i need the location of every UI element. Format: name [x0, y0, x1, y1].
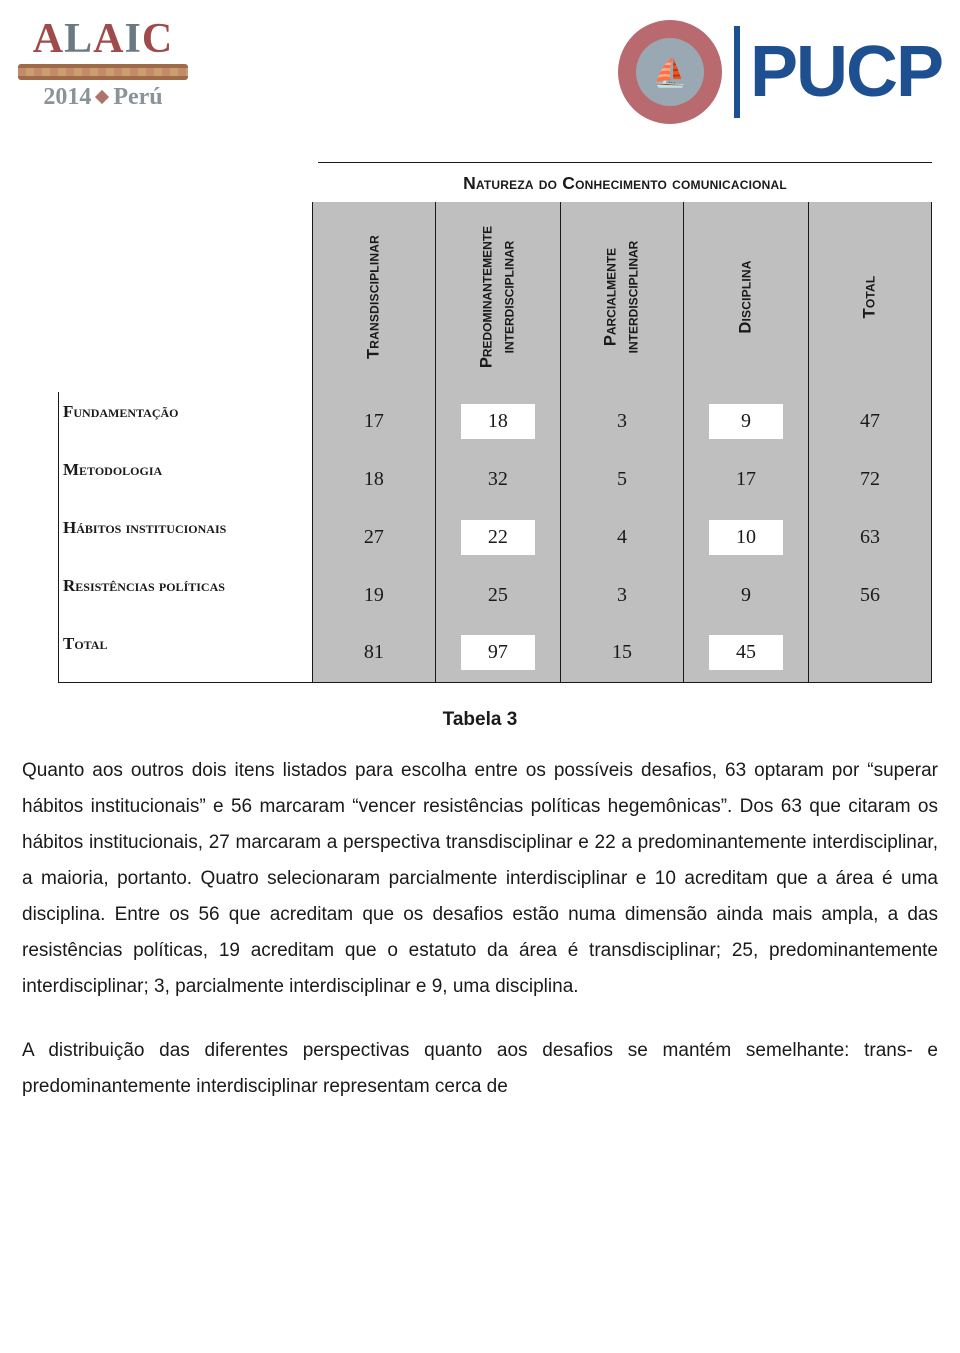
table3-container: Natureza do Conhecimento comunicacional …	[58, 162, 932, 683]
row-label: Hábitos institucionais	[59, 508, 313, 566]
alaic-year: 2014	[43, 84, 91, 111]
col-label: Disciplina	[736, 260, 755, 333]
pucp-seal-icon: ⛵	[618, 20, 722, 124]
col-transdisciplinar: Transdisciplinar	[312, 202, 435, 392]
cell: 9	[683, 392, 808, 450]
cell: 10	[683, 508, 808, 566]
table-column-headers: Transdisciplinar Predominantementeinterd…	[59, 202, 932, 392]
table-row: Resistências políticas 19 25 3 9 56	[59, 566, 932, 624]
table-super-title: Natureza do Conhecimento comunicacional	[318, 162, 932, 202]
alaic-subtitle: 2014 Perú	[43, 84, 162, 111]
alaic-country: Perú	[113, 84, 162, 111]
cell: 27	[312, 508, 435, 566]
cell	[809, 624, 932, 682]
logo-pucp: ⛵ PUCP	[618, 20, 942, 124]
cell: 4	[560, 508, 683, 566]
page-header: ALAIC 2014 Perú ⛵ PUCP	[18, 20, 942, 124]
col-label: Predominantementeinterdisciplinar	[476, 226, 521, 368]
cell: 5	[560, 450, 683, 508]
cell: 63	[809, 508, 932, 566]
cell: 56	[809, 566, 932, 624]
diamond-icon	[95, 90, 109, 104]
cell: 47	[809, 392, 932, 450]
table-row: Fundamentação 17 18 3 9 47	[59, 392, 932, 450]
cell: 45	[683, 624, 808, 682]
row-label: Resistências políticas	[59, 566, 313, 624]
cell: 72	[809, 450, 932, 508]
paragraph-1: Quanto aos outros dois itens listados pa…	[22, 753, 938, 1006]
table-row-total: Total 81 97 15 45	[59, 624, 932, 682]
table3: Transdisciplinar Predominantementeinterd…	[58, 202, 932, 683]
cell: 22	[435, 508, 560, 566]
cell: 9	[683, 566, 808, 624]
col-predominantemente: Predominantementeinterdisciplinar	[435, 202, 560, 392]
logo-alaic: ALAIC 2014 Perú	[18, 20, 188, 111]
pucp-seal-inner-icon: ⛵	[636, 38, 704, 106]
cell: 18	[435, 392, 560, 450]
table-caption: Tabela 3	[18, 709, 942, 731]
alaic-ribbon-icon	[18, 64, 188, 80]
cell: 32	[435, 450, 560, 508]
cell: 3	[560, 566, 683, 624]
alaic-wordmark: ALAIC	[33, 20, 173, 60]
col-total: Total	[809, 202, 932, 392]
col-label: Total	[861, 276, 880, 319]
cell: 17	[312, 392, 435, 450]
row-label: Metodologia	[59, 450, 313, 508]
cell: 19	[312, 566, 435, 624]
table-row: Hábitos institucionais 27 22 4 10 63	[59, 508, 932, 566]
cell: 3	[560, 392, 683, 450]
row-label: Fundamentação	[59, 392, 313, 450]
cell: 81	[312, 624, 435, 682]
pucp-wordmark: PUCP	[750, 36, 942, 108]
cell: 15	[560, 624, 683, 682]
col-disciplina: Disciplina	[683, 202, 808, 392]
table-corner-blank	[59, 202, 313, 392]
pucp-divider-icon	[734, 26, 740, 118]
paragraph-2: A distribuição das diferentes perspectiv…	[22, 1033, 938, 1105]
cell: 97	[435, 624, 560, 682]
cell: 17	[683, 450, 808, 508]
col-label: Parcialmenteinterdisciplinar	[600, 241, 645, 354]
col-label: Transdisciplinar	[364, 235, 383, 359]
col-parcialmente: Parcialmenteinterdisciplinar	[560, 202, 683, 392]
cell: 18	[312, 450, 435, 508]
cell: 25	[435, 566, 560, 624]
table-row: Metodologia 18 32 5 17 72	[59, 450, 932, 508]
row-label: Total	[59, 624, 313, 682]
